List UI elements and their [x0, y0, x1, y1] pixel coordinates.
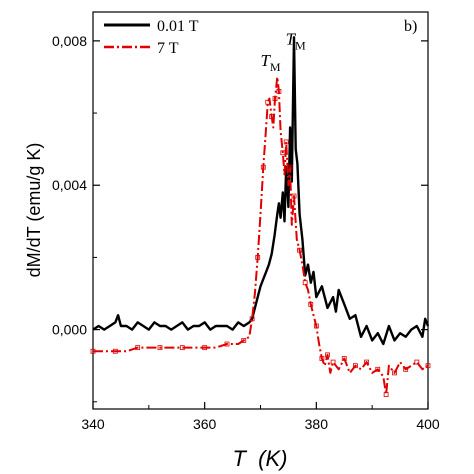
panel-label: b) — [404, 18, 417, 35]
x-axis-title-unit: (K) — [258, 446, 287, 471]
x-tick-label: 340 — [81, 416, 105, 432]
data-point-7-t — [179, 345, 185, 351]
plot-frame — [92, 11, 429, 410]
y-tick-label: 0,008 — [52, 33, 87, 49]
data-point-7-t — [353, 363, 358, 369]
data-point-7-t — [224, 341, 230, 347]
data-point-7-t — [330, 359, 336, 365]
data-point-7-t — [308, 301, 314, 307]
data-point-7-t — [283, 139, 289, 145]
annotation-tm-right: TM — [286, 29, 306, 52]
data-point-7-t — [297, 247, 302, 253]
series-layer — [90, 36, 431, 397]
data-point-7-t — [383, 392, 389, 397]
data-point-7-t — [265, 99, 271, 105]
data-point-7-t — [280, 150, 286, 156]
data-point-7-t — [276, 89, 282, 94]
y-tick-label: 0,004 — [52, 177, 87, 193]
legend: 0.01 T 7 T — [104, 18, 199, 57]
data-point-7-t — [425, 363, 431, 369]
data-point-7-t — [341, 356, 347, 361]
data-point-7-t — [364, 359, 369, 365]
x-tick-label: 380 — [305, 416, 329, 432]
data-point-7-t — [291, 193, 297, 199]
data-point-7-t — [241, 338, 247, 343]
x-axis-title-var: T — [233, 446, 248, 471]
data-point-7-t — [269, 114, 275, 120]
annotation-tm-left-sub: M — [270, 60, 281, 74]
data-point-7-t — [287, 164, 293, 170]
series-line-7-t — [93, 76, 429, 396]
y-tick-label: 0,000 — [52, 322, 87, 338]
annotation-tm-left-main: T — [260, 51, 271, 70]
series-line-0-01-t — [92, 36, 430, 346]
x-tick-label: 360 — [193, 416, 217, 432]
data-point-7-t — [392, 370, 397, 376]
data-point-7-t — [135, 345, 141, 351]
data-point-7-t — [112, 348, 118, 354]
annotation-tm-right-main: T — [286, 29, 297, 48]
x-axis-title: T (K) — [233, 446, 288, 471]
data-point-7-t — [260, 164, 266, 170]
data-point-7-t — [319, 356, 325, 361]
data-point-7-t — [302, 280, 308, 286]
data-point-7-t — [202, 345, 208, 351]
data-point-7-t — [414, 359, 420, 365]
data-point-7-t — [313, 323, 319, 329]
y-axis-title: dM/dT (emu/g K) — [24, 143, 44, 278]
annotation-tm-right-sub: M — [295, 38, 306, 52]
data-point-7-t — [403, 366, 409, 372]
x-tick-label: 400 — [416, 416, 440, 432]
data-point-7-t — [325, 352, 330, 358]
data-point-7-t — [249, 316, 255, 322]
legend-label-7-t: 7 T — [157, 40, 179, 57]
annotation-tm-left: TM — [260, 51, 280, 74]
y-axis-ticks: 0,000 0,004 0,008 — [52, 33, 428, 403]
data-point-7-t — [157, 345, 163, 351]
data-point-7-t — [255, 255, 261, 260]
x-axis-ticks: 340 360 380 400 — [81, 402, 440, 432]
data-point-7-t — [90, 348, 96, 354]
legend-label-0-01-t: 0.01 T — [157, 18, 199, 35]
data-point-7-t — [272, 96, 278, 102]
data-point-7-t — [375, 366, 381, 372]
